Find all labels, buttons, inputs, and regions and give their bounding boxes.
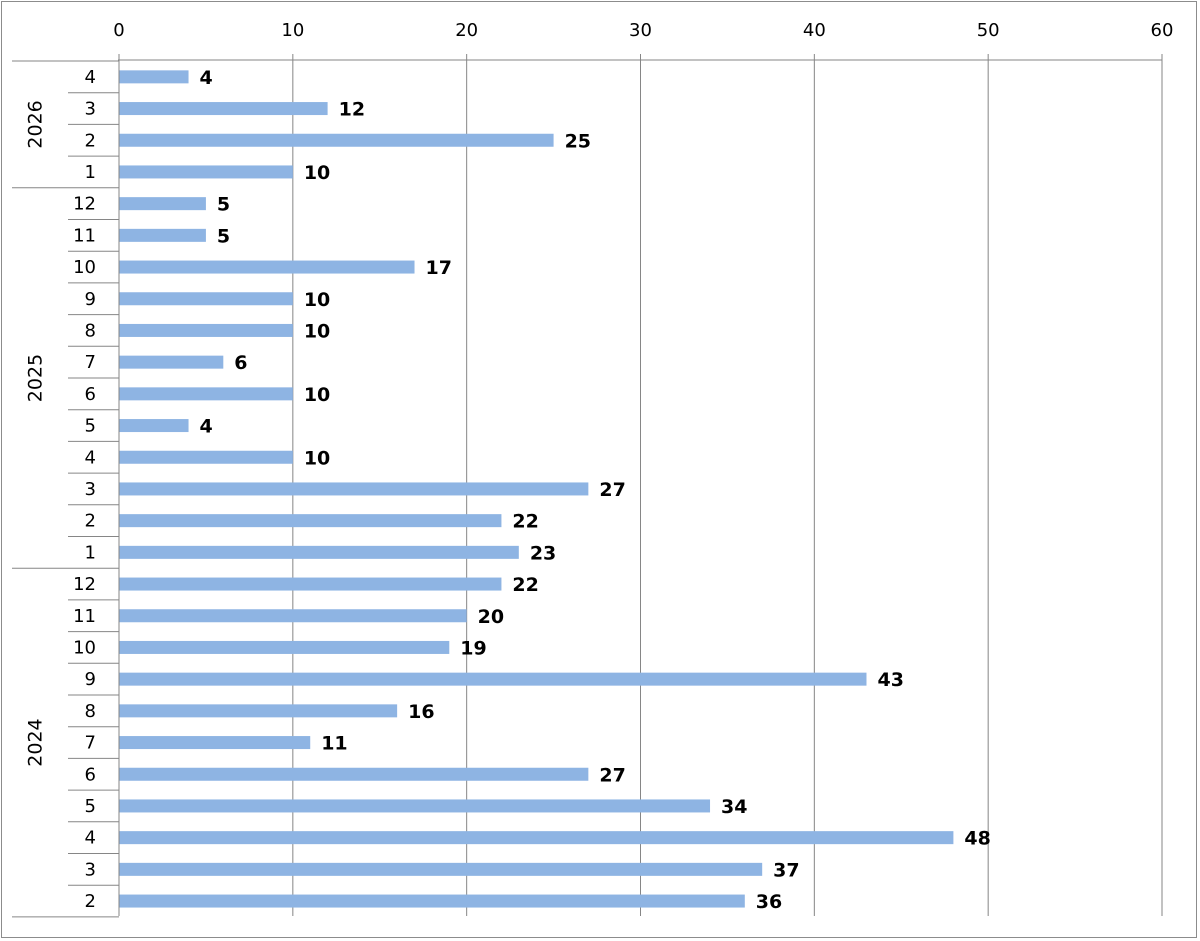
- bar: [119, 894, 745, 908]
- bar: [119, 323, 293, 337]
- x-tick-label: 60: [1151, 20, 1174, 41]
- x-tick-label: 0: [113, 20, 124, 41]
- data-label: 6: [234, 352, 247, 374]
- month-label: 10: [73, 257, 96, 278]
- x-tick-label: 20: [455, 20, 478, 41]
- bar: [119, 514, 502, 528]
- bar: [119, 260, 415, 274]
- x-tick-label: 30: [629, 20, 652, 41]
- year-label: 2025: [25, 354, 47, 402]
- data-label: 22: [512, 574, 538, 596]
- year-label: 2024: [25, 718, 47, 766]
- month-label: 11: [73, 606, 96, 627]
- bar: [119, 133, 554, 147]
- bar: [119, 355, 224, 369]
- data-label: 10: [304, 384, 330, 406]
- data-label: 5: [217, 194, 230, 216]
- data-label: 23: [530, 542, 556, 564]
- bar: [119, 704, 398, 718]
- data-label: 5: [217, 225, 230, 247]
- data-label: 27: [599, 479, 625, 501]
- year-label: 2026: [25, 100, 47, 148]
- month-label: 2: [85, 511, 96, 532]
- x-tick-label: 10: [281, 20, 304, 41]
- month-label: 12: [73, 574, 96, 595]
- bar: [119, 640, 450, 654]
- bar: [119, 831, 954, 845]
- month-label: 10: [73, 637, 96, 658]
- data-label: 16: [408, 701, 434, 723]
- data-label: 17: [426, 257, 452, 279]
- data-label: 27: [599, 764, 625, 786]
- month-label: 6: [85, 764, 96, 785]
- bar: [119, 419, 189, 433]
- data-label: 36: [756, 891, 782, 913]
- bar: [119, 609, 467, 623]
- bar: [119, 862, 763, 876]
- data-label: 43: [877, 669, 903, 691]
- month-label: 3: [85, 99, 96, 120]
- bar: [119, 292, 293, 306]
- month-label: 7: [85, 352, 96, 373]
- month-label: 9: [85, 669, 96, 690]
- data-label: 12: [339, 99, 365, 121]
- bar: [119, 736, 311, 750]
- bar: [119, 482, 589, 496]
- month-label: 4: [85, 447, 96, 468]
- month-label: 7: [85, 733, 96, 754]
- data-label: 4: [200, 67, 213, 89]
- month-label: 11: [73, 225, 96, 246]
- month-label: 4: [85, 828, 96, 849]
- month-label: 6: [85, 384, 96, 405]
- month-label: 2: [85, 891, 96, 912]
- bar: [119, 577, 502, 591]
- month-label: 9: [85, 289, 96, 310]
- month-label: 4: [85, 67, 96, 88]
- x-tick-label: 50: [977, 20, 1000, 41]
- bar: [119, 672, 867, 686]
- month-label: 5: [85, 796, 96, 817]
- data-label: 11: [321, 733, 347, 755]
- bar: [119, 387, 293, 401]
- bar: [119, 165, 293, 179]
- bar: [119, 767, 589, 781]
- bar: [119, 70, 189, 84]
- data-label: 10: [304, 447, 330, 469]
- data-label: 34: [721, 796, 747, 818]
- month-label: 1: [85, 162, 96, 183]
- month-label: 3: [85, 859, 96, 880]
- data-label: 37: [773, 859, 799, 881]
- data-label: 10: [304, 289, 330, 311]
- bar: [119, 545, 519, 559]
- data-label: 19: [460, 637, 486, 659]
- data-label: 48: [964, 828, 990, 850]
- data-label: 4: [200, 416, 213, 438]
- bar: [119, 228, 206, 242]
- bar: [119, 102, 328, 116]
- data-label: 25: [565, 130, 591, 152]
- month-label: 3: [85, 479, 96, 500]
- bar: [119, 799, 711, 813]
- month-label: 8: [85, 701, 96, 722]
- data-label: 22: [512, 511, 538, 533]
- data-label: 10: [304, 162, 330, 184]
- bar: [119, 197, 206, 211]
- bar: [119, 450, 293, 464]
- x-tick-label: 40: [803, 20, 826, 41]
- month-label: 1: [85, 542, 96, 563]
- month-label: 5: [85, 416, 96, 437]
- month-label: 8: [85, 320, 96, 341]
- month-label: 2: [85, 130, 96, 151]
- data-label: 20: [478, 606, 504, 628]
- month-label: 12: [73, 194, 96, 215]
- data-label: 10: [304, 320, 330, 342]
